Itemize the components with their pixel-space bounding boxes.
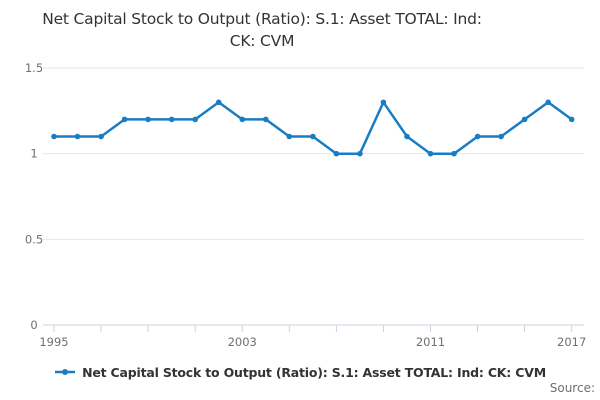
y-axis-tick-label: 0: [30, 318, 37, 332]
y-axis-tick-label: 1: [30, 147, 37, 161]
y-axis-tick-label: 1.5: [25, 61, 43, 75]
data-point[interactable]: [404, 133, 410, 140]
chart-title-line2: CK: CVM: [229, 32, 295, 50]
y-axis-tick-label: 0.5: [25, 232, 43, 246]
data-point[interactable]: [145, 116, 151, 123]
data-point[interactable]: [74, 133, 81, 140]
data-point[interactable]: [521, 116, 528, 123]
data-point[interactable]: [286, 133, 293, 140]
chart-title-line1: Net Capital Stock to Output (Ratio): S.1…: [42, 10, 482, 28]
data-point[interactable]: [98, 133, 104, 140]
legend-line-marker-icon: [55, 369, 76, 375]
data-point[interactable]: [451, 150, 457, 157]
data-point[interactable]: [474, 133, 481, 140]
data-point[interactable]: [545, 99, 551, 106]
x-axis-tick-label: 1995: [39, 335, 68, 349]
data-point[interactable]: [380, 99, 387, 106]
data-point[interactable]: [568, 116, 575, 123]
data-point[interactable]: [192, 116, 198, 123]
x-axis-tick-label: 2017: [557, 335, 586, 349]
data-point[interactable]: [427, 150, 434, 157]
series-line[interactable]: [52, 101, 573, 155]
data-point[interactable]: [168, 116, 175, 123]
x-axis-tick-label: 2011: [416, 335, 445, 349]
data-point[interactable]: [215, 99, 222, 106]
data-point[interactable]: [263, 116, 269, 123]
data-point[interactable]: [498, 133, 504, 140]
x-axis-tick-label: 2003: [228, 335, 257, 349]
source-note: Source:: [549, 381, 595, 395]
chart-title: Net Capital Stock to Output (Ratio): S.1…: [6, 8, 518, 52]
data-point[interactable]: [51, 133, 57, 140]
data-point[interactable]: [239, 116, 246, 123]
legend-item[interactable]: Net Capital Stock to Output (Ratio): S.1…: [0, 362, 600, 382]
legend-label: Net Capital Stock to Output (Ratio): S.1…: [82, 364, 546, 380]
data-point[interactable]: [310, 133, 316, 140]
data-point[interactable]: [121, 116, 128, 123]
data-point[interactable]: [357, 150, 363, 157]
data-point[interactable]: [333, 150, 340, 157]
